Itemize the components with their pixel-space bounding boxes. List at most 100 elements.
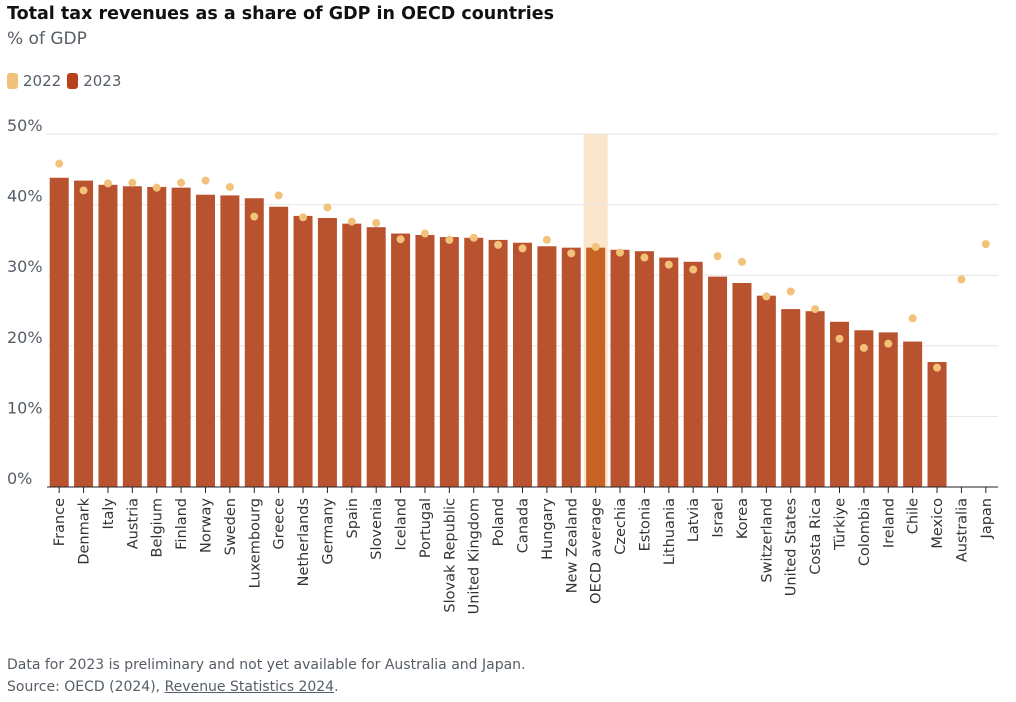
bar-2023 xyxy=(196,194,215,487)
source-link[interactable]: Revenue Statistics 2024 xyxy=(164,679,335,695)
dot-2022 xyxy=(128,178,137,187)
x-tick-label: Costa Rica xyxy=(808,498,824,575)
dot-2022 xyxy=(591,242,600,251)
dot-2022 xyxy=(372,218,381,227)
bar-2023 xyxy=(220,195,240,487)
dot-2022 xyxy=(957,275,966,284)
x-tick-label: United Kingdom xyxy=(467,498,483,614)
bar-2023 xyxy=(49,177,69,487)
dot-2022 xyxy=(689,265,698,274)
bar-chart: 0% 10% 20% 30% 40% 50% France Denmark Italy Austr… xyxy=(7,116,998,614)
dot-2022 xyxy=(884,339,893,348)
x-tick-label: Germany xyxy=(320,498,336,565)
bar-2023 xyxy=(854,330,874,487)
footnote: Data for 2023 is preliminary and not yet… xyxy=(7,654,526,698)
legend-swatch-2023 xyxy=(67,73,79,89)
x-tick-label: Finland xyxy=(174,498,190,550)
x-tick-label: Ireland xyxy=(881,498,897,548)
dot-2022 xyxy=(250,212,259,221)
dot-2022 xyxy=(616,248,625,257)
legend: 2022 2023 xyxy=(7,72,127,90)
bar-2023 xyxy=(415,234,435,487)
bar-2023 xyxy=(391,233,411,487)
legend-label-2022: 2022 xyxy=(23,72,62,90)
dot-2022 xyxy=(762,292,771,301)
dot-2022 xyxy=(103,179,112,188)
source-line: Source: OECD (2024), Revenue Statistics … xyxy=(7,676,526,698)
bar-2023 xyxy=(244,198,264,487)
bar-2023 xyxy=(927,362,947,487)
x-tick-label: Switzerland xyxy=(759,498,775,583)
bar-2023 xyxy=(269,206,289,487)
x-tick-label: Lithuania xyxy=(662,498,678,565)
dot-2022 xyxy=(323,203,332,212)
x-tick-label: OECD average xyxy=(589,498,605,604)
dot-2022 xyxy=(859,343,868,352)
x-tick-label: Latvia xyxy=(686,498,702,542)
x-tick-label: Luxembourg xyxy=(247,498,263,588)
bar-2023 xyxy=(513,242,532,487)
x-tick-label: Italy xyxy=(101,498,117,530)
bar-2023 xyxy=(708,276,728,487)
dot-2022 xyxy=(347,217,356,226)
source-suffix: . xyxy=(334,679,339,695)
dot-2022 xyxy=(79,186,88,195)
dot-2022 xyxy=(518,244,527,253)
dot-2022 xyxy=(299,213,308,222)
x-tick-label: Israel xyxy=(711,498,727,538)
dot-2022 xyxy=(811,305,820,314)
y-tick-label: 20% xyxy=(7,328,43,347)
x-tick-label: Poland xyxy=(491,498,507,546)
bar-2023 xyxy=(830,321,849,487)
x-tick-label: Colombia xyxy=(857,498,873,566)
dot-2022 xyxy=(396,235,405,244)
x-tick-label: Canada xyxy=(516,498,532,553)
x-tick-label: Belgium xyxy=(150,498,166,557)
x-tick-label: Japan xyxy=(979,498,995,539)
bar-2023 xyxy=(878,332,898,487)
x-tick-label: Spain xyxy=(345,498,361,539)
x-tick-label: Slovak Republic xyxy=(442,498,458,613)
x-tick-label: Hungary xyxy=(540,498,556,560)
dot-2022 xyxy=(55,159,64,168)
bar-2023 xyxy=(634,251,654,487)
x-tick-label: Austria xyxy=(125,498,141,549)
bar-2023 xyxy=(342,223,362,488)
x-tick-label: Netherlands xyxy=(296,498,312,586)
dot-2022 xyxy=(177,178,186,187)
x-tick-label: Chile xyxy=(906,498,922,534)
dot-2022 xyxy=(713,252,722,261)
x-tick-label: Mexico xyxy=(930,498,946,549)
bar-2023 xyxy=(464,237,484,487)
bar-2023 xyxy=(756,295,776,487)
dot-2022 xyxy=(933,363,942,372)
y-tick-label: 30% xyxy=(7,257,43,276)
bar-2023 xyxy=(74,180,94,487)
x-tick-label: France xyxy=(52,498,68,546)
x-tick-label: Australia xyxy=(954,498,970,562)
dot-2022 xyxy=(786,287,795,296)
bar-2023 xyxy=(98,184,118,487)
x-tick-label: Estonia xyxy=(637,498,653,551)
bar-2023 xyxy=(439,237,459,487)
y-tick-label: 50% xyxy=(7,116,43,135)
bar-2023 xyxy=(122,186,142,487)
dot-2022 xyxy=(152,183,161,192)
bar-2023 xyxy=(293,215,313,487)
bar-2023 xyxy=(781,309,801,487)
legend-item-2023[interactable]: 2023 xyxy=(67,72,121,90)
legend-swatch-2022 xyxy=(7,73,18,89)
bar-2023 xyxy=(586,247,606,487)
dot-2022 xyxy=(494,240,503,249)
legend-item-2022[interactable]: 2022 xyxy=(7,72,61,90)
y-tick-label: 40% xyxy=(7,187,43,206)
x-tick-label: Denmark xyxy=(77,497,93,564)
dot-2022 xyxy=(225,182,234,191)
x-tick-label: United States xyxy=(784,498,800,596)
dot-2022 xyxy=(445,235,454,244)
bar-2023 xyxy=(366,227,386,487)
bar-2023 xyxy=(903,341,923,487)
x-tick-label: Korea xyxy=(735,498,751,539)
dot-2022 xyxy=(737,257,746,266)
footnote-note: Data for 2023 is preliminary and not yet… xyxy=(7,657,526,673)
